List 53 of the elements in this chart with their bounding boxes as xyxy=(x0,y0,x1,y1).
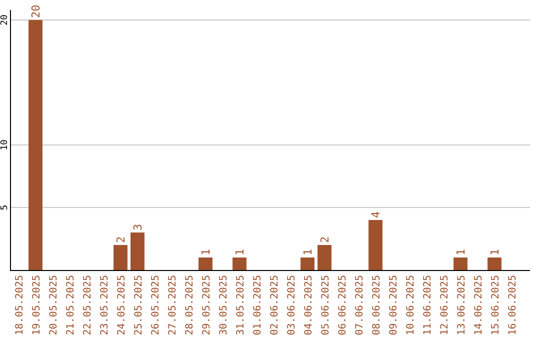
bar xyxy=(28,20,42,270)
bar xyxy=(198,258,212,270)
x-tick-label: 18.05.2025 xyxy=(14,275,26,336)
y-tick-label: 10 xyxy=(0,140,10,150)
x-tick-label: 12.06.2025 xyxy=(440,275,450,336)
x-tick-label: 10.06.2025 xyxy=(406,275,416,336)
x-tick-label: 21.05.2025 xyxy=(66,275,76,336)
x-tick-label: 29.05.2025 xyxy=(202,275,212,336)
bar xyxy=(232,258,246,270)
x-tick-label: 05.06.2025 xyxy=(320,275,332,336)
x-tick-label: 03.06.2025 xyxy=(286,275,298,336)
x-tick-label: 25.05.2025 xyxy=(134,275,144,336)
data-label: 1 xyxy=(200,248,212,256)
bar xyxy=(454,258,468,270)
data-label: 1 xyxy=(234,248,246,256)
x-tick-label: 31.05.2025 xyxy=(236,275,246,336)
bar xyxy=(318,245,332,270)
bar xyxy=(130,232,144,270)
x-tick-label: 19.05.2025 xyxy=(32,275,42,336)
x-tick-label: 24.05.2025 xyxy=(116,275,128,336)
x-tick-label: 07.06.2025 xyxy=(354,275,366,336)
data-label: 3 xyxy=(132,224,144,230)
x-tick-label: 04.06.2025 xyxy=(304,275,314,336)
x-tick-label: 27.05.2025 xyxy=(168,275,178,336)
y-tick-label: 5 xyxy=(0,204,10,210)
data-label: 20 xyxy=(30,4,42,18)
data-label: 2 xyxy=(318,236,332,243)
x-tick-label: 30.05.2025 xyxy=(218,275,230,336)
bar xyxy=(300,258,314,270)
x-tick-label: 20.05.2025 xyxy=(48,275,60,336)
data-label: 1 xyxy=(302,248,314,256)
x-tick-label: 09.06.2025 xyxy=(388,275,400,336)
x-tick-label: 28.05.2025 xyxy=(184,275,196,336)
x-tick-label: 01.06.2025 xyxy=(252,275,264,336)
x-tick-label: 13.06.2025 xyxy=(456,275,468,336)
x-tick-label: 08.06.2025 xyxy=(372,275,382,336)
x-tick-label: 23.05.2025 xyxy=(100,275,110,336)
data-label: 1 xyxy=(488,248,502,256)
x-tick-label: 11.06.2025 xyxy=(422,275,434,336)
x-tick-label: 06.06.2025 xyxy=(338,275,348,336)
y-tick-label: 20 xyxy=(0,14,10,26)
x-tick-label: 02.06.2025 xyxy=(270,275,280,336)
data-label: 2 xyxy=(114,236,128,243)
bar xyxy=(488,258,502,270)
data-label: 1 xyxy=(454,248,468,256)
x-tick-label: 14.06.2025 xyxy=(474,275,484,336)
bar xyxy=(368,220,382,270)
x-tick-label: 15.06.2025 xyxy=(490,275,502,336)
x-tick-label: 16.06.2025 xyxy=(508,275,518,336)
x-tick-label: 22.05.2025 xyxy=(82,275,94,336)
bar xyxy=(114,245,128,270)
data-label: 4 xyxy=(370,211,382,218)
x-tick-label: 26.05.2025 xyxy=(150,275,162,336)
